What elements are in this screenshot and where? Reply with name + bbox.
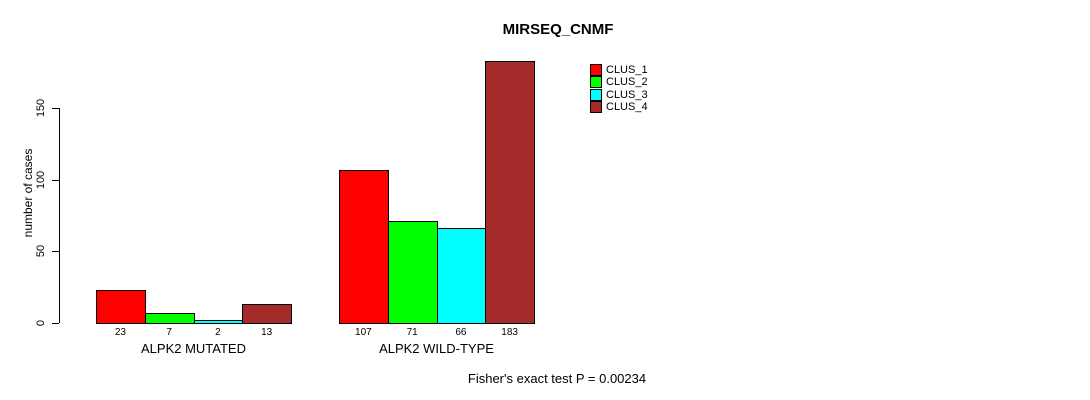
bar-value-label: 13 — [261, 327, 273, 338]
chart-title: MIRSEQ_CNMF — [502, 21, 614, 38]
bar-value-label: 23 — [114, 327, 126, 338]
legend-item: CLUS_4 — [590, 101, 648, 114]
bar-clus-4-alpk2-mutated — [242, 304, 292, 324]
bar-value-label: 7 — [166, 327, 172, 338]
bar-clus-1-alpk2-mutated — [96, 290, 146, 324]
legend-item: CLUS_2 — [590, 76, 648, 89]
y-axis-tick-label: 0 — [35, 319, 47, 327]
bar-value-label: 71 — [406, 327, 418, 338]
y-axis-tick — [52, 179, 59, 181]
legend-swatch-clus-1 — [590, 64, 602, 76]
y-axis-tick-label: 50 — [35, 245, 47, 258]
y-axis-tick-label: 150 — [35, 98, 47, 118]
bar-clus-2-alpk2-wild-type — [387, 221, 438, 324]
legend-label: CLUS_4 — [606, 101, 648, 114]
bar-clus-2-alpk2-mutated — [144, 312, 195, 324]
bar-clus-3-alpk2-wild-type — [436, 228, 487, 324]
x-category-label: ALPK2 WILD-TYPE — [379, 341, 494, 356]
y-axis-tick — [52, 323, 59, 324]
bar-clus-4-alpk2-wild-type — [485, 60, 535, 324]
legend-label: CLUS_2 — [606, 76, 648, 89]
y-axis-line — [59, 108, 60, 323]
legend-label: CLUS_3 — [606, 88, 648, 101]
bar-clus-1-alpk2-wild-type — [339, 169, 389, 324]
bar-value-label: 183 — [501, 327, 518, 338]
bar-value-label: 66 — [455, 327, 467, 338]
bar-value-label: 2 — [215, 327, 221, 338]
y-axis-tick-label: 100 — [35, 170, 47, 189]
legend-swatch-clus-4 — [590, 101, 602, 114]
y-axis-tick — [52, 251, 59, 253]
legend-item: CLUS_1 — [590, 64, 648, 76]
legend-swatch-clus-2 — [590, 76, 602, 89]
bar-clus-3-alpk2-mutated — [193, 320, 244, 324]
legend-label: CLUS_1 — [606, 64, 648, 76]
bar-value-label: 107 — [355, 327, 372, 338]
fisher-test-annotation: Fisher's exact test P = 0.00234 — [467, 371, 647, 386]
legend-swatch-clus-3 — [590, 88, 602, 101]
legend-item: CLUS_3 — [590, 88, 648, 101]
x-category-label: ALPK2 MUTATED — [141, 341, 246, 356]
y-axis-tick — [52, 108, 59, 109]
